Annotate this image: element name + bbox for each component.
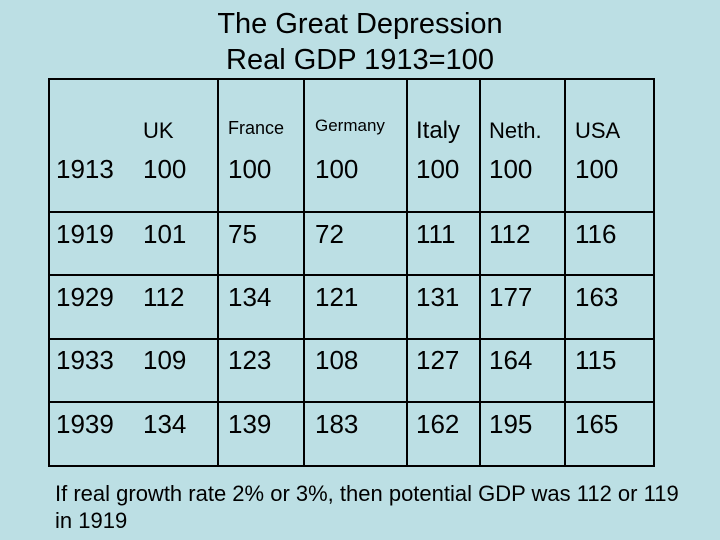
table-cell: 139 xyxy=(228,409,272,439)
column-header-italy: Italy xyxy=(416,117,461,144)
table-cell: 109 xyxy=(143,345,187,375)
table-cell: 131 xyxy=(416,282,460,312)
row-year: 1919 xyxy=(56,219,114,249)
column-header-germany: Germany xyxy=(315,116,385,135)
table-rule xyxy=(48,78,655,80)
table-cell: 177 xyxy=(489,282,533,312)
table-cell: 163 xyxy=(575,282,619,312)
table-cell: 72 xyxy=(315,219,344,249)
table-rule xyxy=(303,78,305,467)
table-rule xyxy=(48,401,655,403)
table-cell: 101 xyxy=(143,219,187,249)
table-cell: 115 xyxy=(575,345,617,375)
table-cell: 100 xyxy=(143,154,187,184)
table-cell: 127 xyxy=(416,345,460,375)
table-rule xyxy=(48,78,50,467)
table-cell: 108 xyxy=(315,345,359,375)
table-rule xyxy=(406,78,408,467)
table-cell: 123 xyxy=(228,345,272,375)
column-header-neth: Neth. xyxy=(489,118,542,143)
table-cell: 100 xyxy=(489,154,533,184)
table-cell: 75 xyxy=(228,219,257,249)
row-year: 1939 xyxy=(56,409,114,439)
slide-title: The Great Depression Real GDP 1913=100 xyxy=(0,6,720,78)
row-year: 1933 xyxy=(56,345,114,375)
table-rule xyxy=(653,78,655,467)
table-cell: 112 xyxy=(489,219,531,249)
table-rule xyxy=(479,78,481,467)
table-cell: 121 xyxy=(315,282,359,312)
table-rule xyxy=(564,78,566,467)
footnote: If real growth rate 2% or 3%, then poten… xyxy=(55,481,679,533)
column-header-uk: UK xyxy=(143,118,174,143)
table-cell: 100 xyxy=(228,154,272,184)
table-rule xyxy=(48,338,655,340)
table-rule xyxy=(217,78,219,467)
column-header-france: France xyxy=(228,118,285,138)
column-header-usa: USA xyxy=(575,118,621,143)
table-cell: 100 xyxy=(575,154,619,184)
table-cell: 112 xyxy=(143,282,185,312)
table-cell: 195 xyxy=(489,409,533,439)
table-cell: 165 xyxy=(575,409,619,439)
table-cell: 164 xyxy=(489,345,533,375)
title-line-1: The Great Depression xyxy=(217,8,503,40)
table-cell: 134 xyxy=(143,409,187,439)
table-cell: 116 xyxy=(575,219,617,249)
table-cell: 162 xyxy=(416,409,460,439)
table-rule xyxy=(48,465,655,467)
gdp-table xyxy=(48,78,655,467)
table-cell: 183 xyxy=(315,409,359,439)
row-year: 1929 xyxy=(56,282,114,312)
row-year: 1913 xyxy=(56,154,114,184)
table-cell: 100 xyxy=(416,154,460,184)
table-cell: 100 xyxy=(315,154,359,184)
table-cell: 134 xyxy=(228,282,272,312)
title-line-2: Real GDP 1913=100 xyxy=(226,44,494,76)
table-cell: 111 xyxy=(416,219,456,249)
table-rule xyxy=(48,211,655,213)
table-rule xyxy=(48,274,655,276)
